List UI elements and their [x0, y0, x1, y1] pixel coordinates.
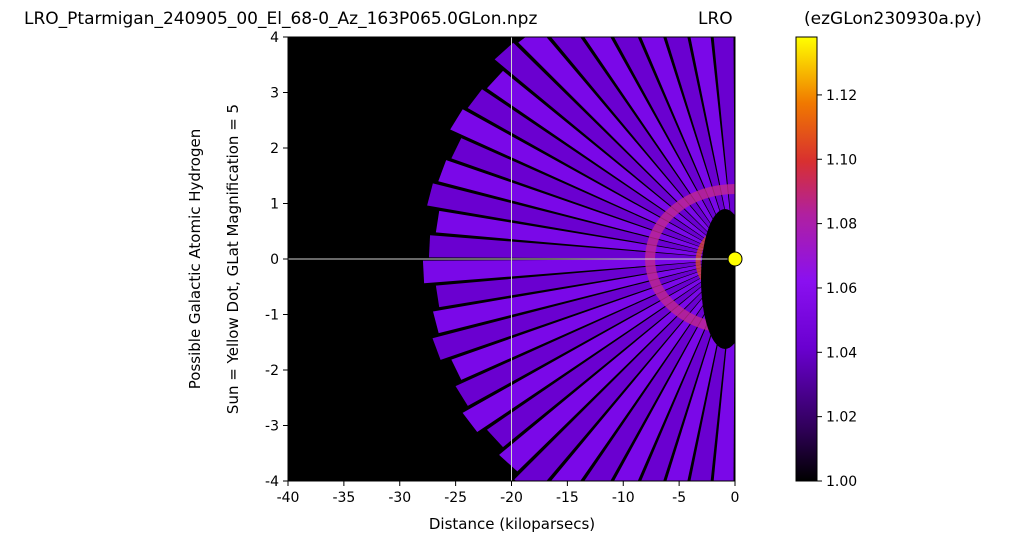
- heatmap-fan: [422, 37, 735, 481]
- reference-lines: [288, 37, 735, 481]
- x-tick-label: -35: [332, 490, 355, 506]
- fan-wedge: [438, 160, 735, 259]
- colorbar-tick-label: 1.06: [826, 281, 857, 297]
- colorbar-tick-label: 1.12: [826, 88, 857, 104]
- x-tick-label: -5: [672, 490, 686, 506]
- y-tick-label: 0: [270, 252, 279, 268]
- x-tick-label: -30: [388, 490, 411, 506]
- colorbar-ticks: 1.00 1.02 1.04 1.06 1.08 1.10 1.12: [817, 88, 857, 490]
- x-tick-label: -10: [612, 490, 635, 506]
- x-tick-label: 0: [731, 490, 740, 506]
- y-tick-label: -4: [265, 474, 279, 490]
- colorbar-tick-label: 1.04: [826, 345, 857, 361]
- fan-wedge: [666, 259, 735, 481]
- y-tick-label: 4: [270, 30, 279, 46]
- fan-wedge: [451, 259, 735, 380]
- fan-wedge: [435, 210, 735, 259]
- fan-wedge: [451, 138, 735, 259]
- y-axis-label-line1: Possible Galactic Atomic Hydrogen: [186, 129, 204, 389]
- fan-wedge: [666, 37, 735, 259]
- y-tick-label: 2: [270, 141, 279, 157]
- y-axis: 4 3 2 1 0 -1 -2 -3 -4: [265, 30, 288, 490]
- near-sun-void: [701, 209, 735, 349]
- fan-wedge: [641, 37, 735, 259]
- fan-wedge: [614, 37, 735, 259]
- fan-wedge: [428, 235, 735, 259]
- y-tick-label: -1: [265, 308, 279, 324]
- header-station: LRO: [698, 9, 733, 29]
- colorbar-tick-label: 1.10: [826, 152, 857, 168]
- fan-wedge: [641, 259, 735, 481]
- fan-wedge: [713, 259, 735, 481]
- y-tick-label: -3: [265, 419, 279, 435]
- y-tick-label: 3: [270, 86, 279, 102]
- colorbar-tick-label: 1.02: [826, 410, 857, 426]
- x-tick-label: -25: [444, 490, 467, 506]
- colorbar-tick-label: 1.08: [826, 217, 857, 233]
- fan-wedge: [422, 259, 735, 284]
- x-tick-label: -40: [277, 490, 300, 506]
- colorbar: [795, 36, 818, 482]
- y-axis-label-line2: Sun = Yellow Dot, GLat Magnification = 5: [224, 104, 242, 414]
- x-axis: -40 -35 -30 -25 -20 -15 -10 -5 0: [277, 481, 740, 506]
- y-tick-label: 1: [270, 197, 279, 213]
- fan-wedge: [435, 259, 735, 308]
- fan-wedge: [713, 37, 735, 259]
- colorbar-tick-label: 1.00: [826, 474, 857, 490]
- x-tick-label: -20: [500, 490, 523, 506]
- sun-marker: [727, 251, 743, 267]
- x-tick-label: -15: [556, 490, 579, 506]
- x-axis-label: Distance (kiloparsecs): [429, 515, 595, 533]
- fan-wedge: [433, 259, 735, 334]
- header-filename: LRO_Ptarmigan_240905_00_El_68-0_Az_163P0…: [24, 9, 537, 29]
- header-script: (ezGLon230930a.py): [804, 9, 982, 29]
- fan-wedge: [690, 37, 735, 259]
- y-tick-label: -2: [265, 363, 279, 379]
